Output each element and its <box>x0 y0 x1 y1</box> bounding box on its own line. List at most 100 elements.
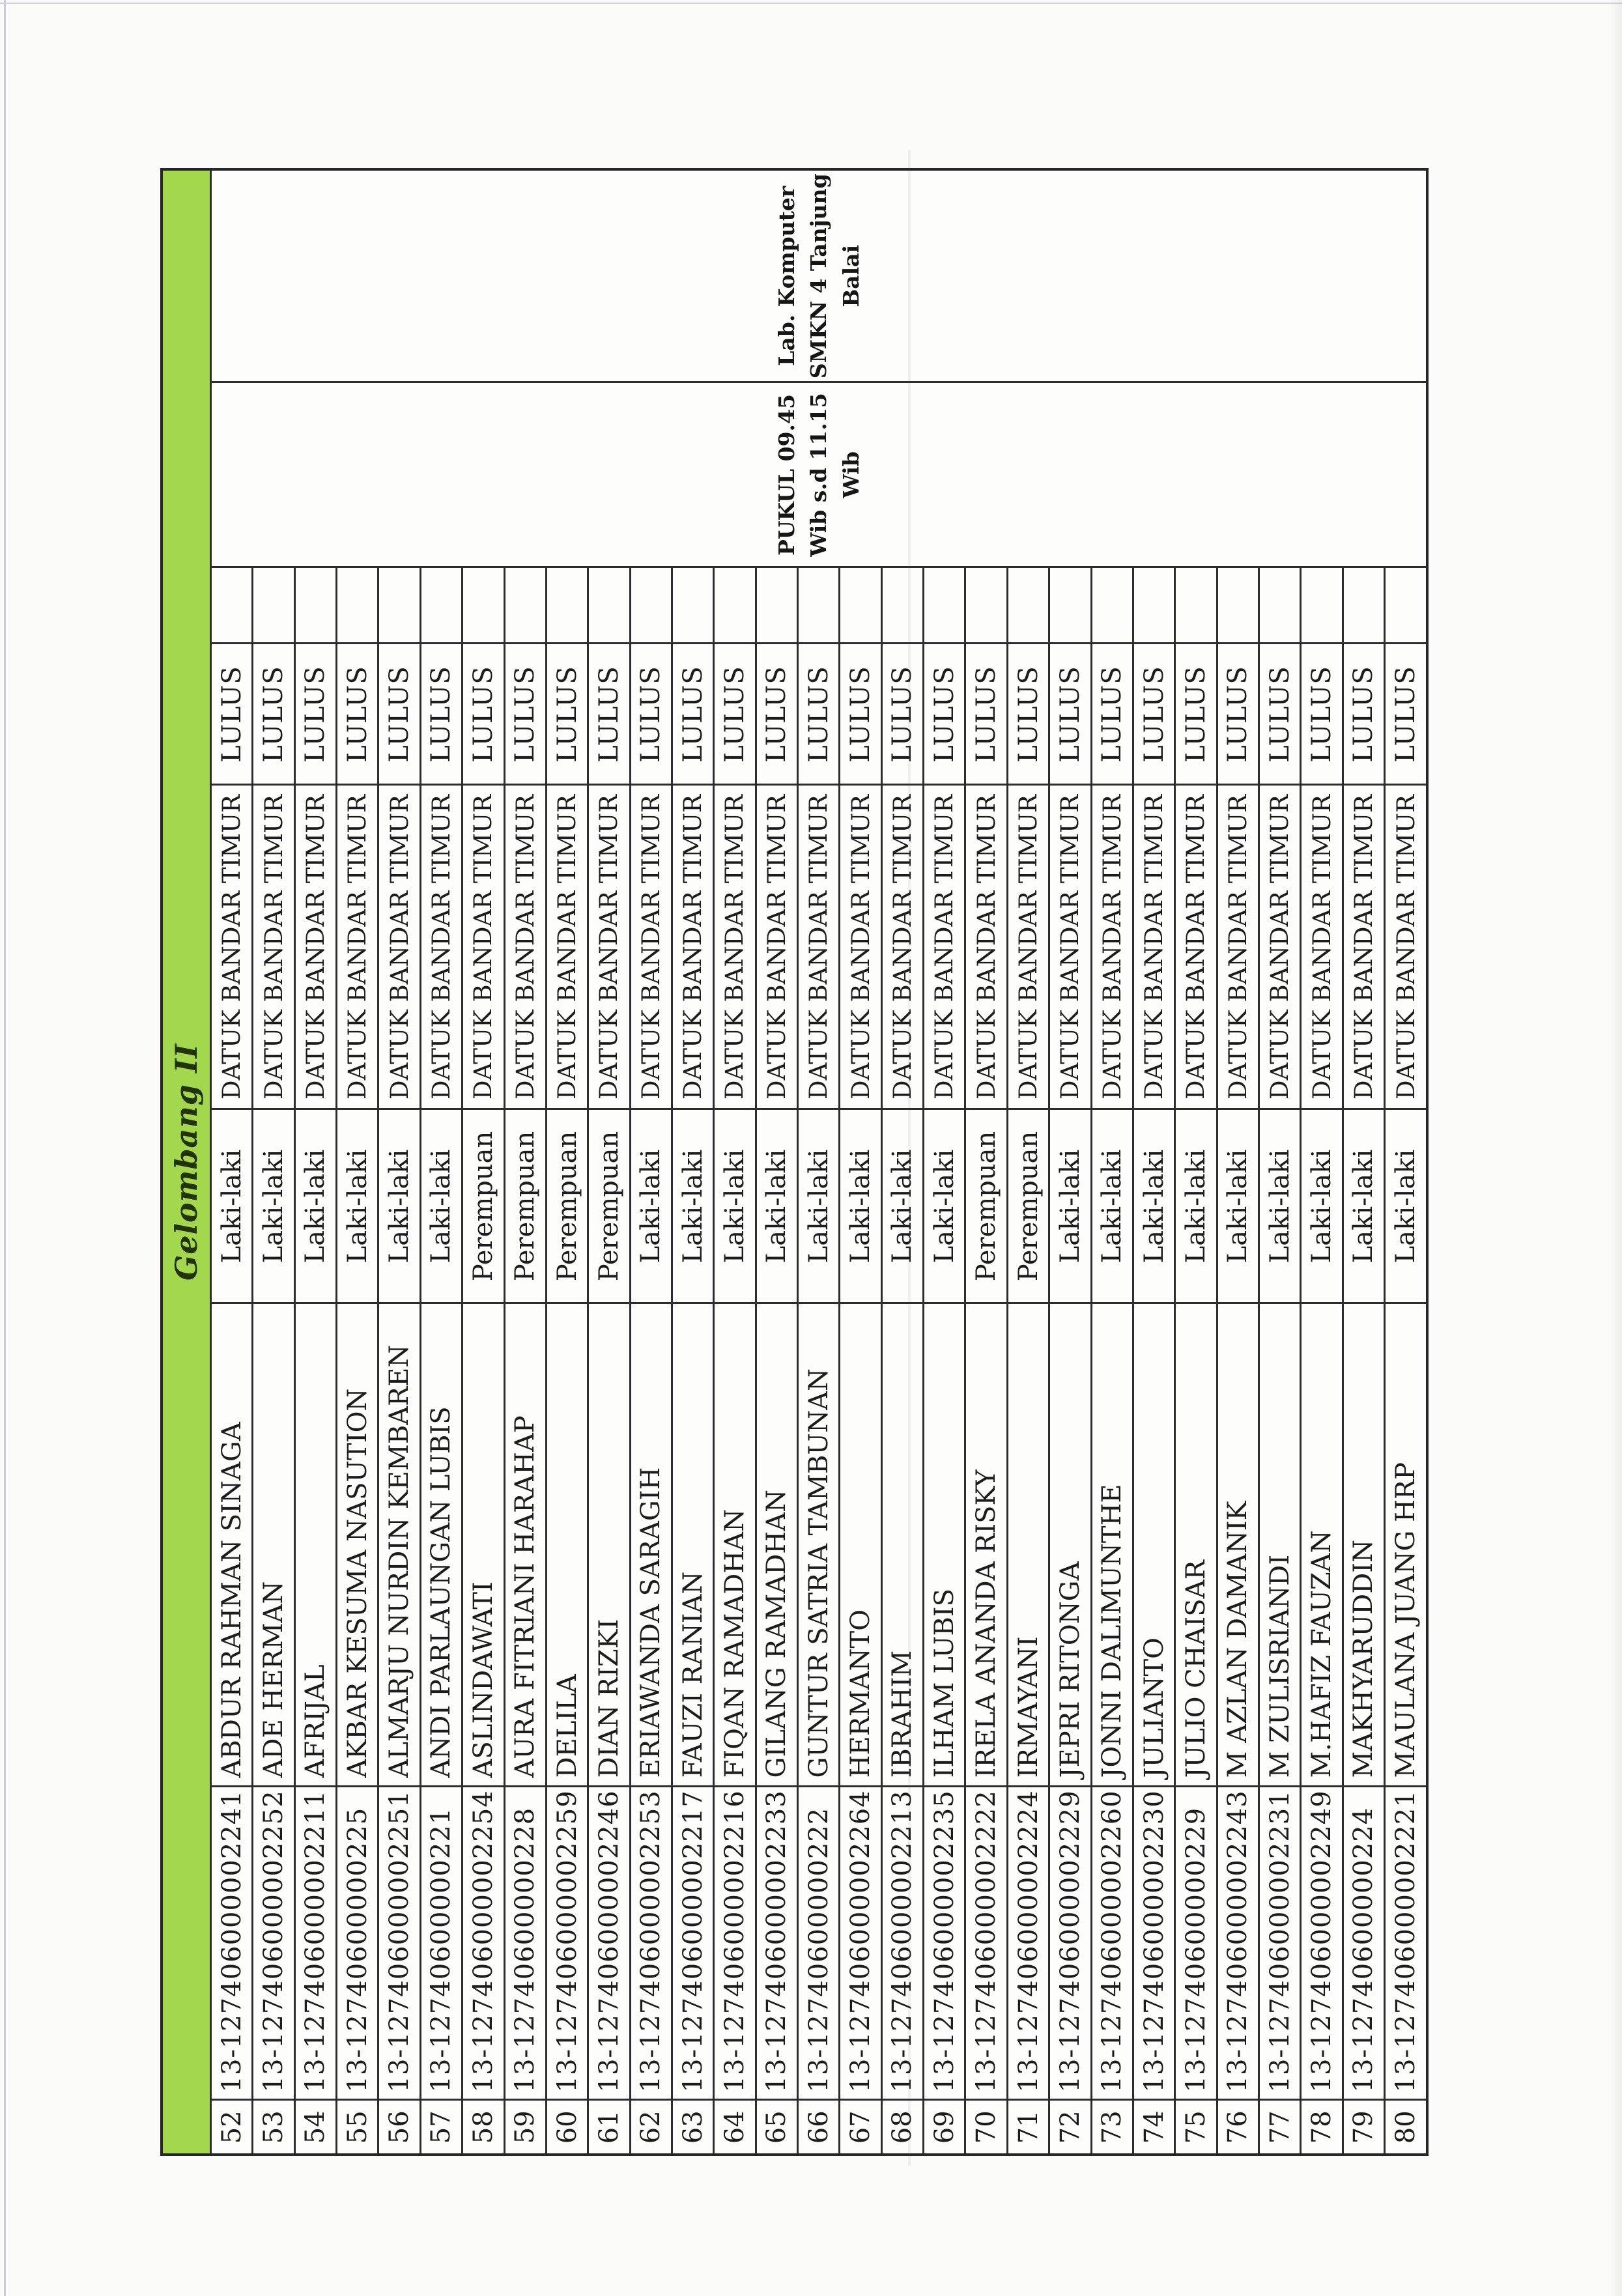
cell-blank <box>923 567 965 644</box>
cell-location: DATUK BANDAR TIMUR <box>1384 785 1427 1109</box>
cell-gender: Laki-laki <box>378 1109 421 1303</box>
cell-location: DATUK BANDAR TIMUR <box>210 785 253 1109</box>
cell-gender: Laki-laki <box>923 1109 965 1303</box>
cell-location: DATUK BANDAR TIMUR <box>923 785 965 1109</box>
cell-location: DATUK BANDAR TIMUR <box>462 785 505 1109</box>
cell-location: DATUK BANDAR TIMUR <box>756 785 798 1109</box>
cell-id: 13-127406000002221 <box>1384 1787 1427 2100</box>
cell-name: JEPRI RITONGA <box>1049 1303 1092 1787</box>
cell-number: 74 <box>1133 2100 1175 2155</box>
cell-name: DELILA <box>546 1303 588 1787</box>
cell-name: ILHAM LUBIS <box>923 1303 965 1787</box>
cell-location: DATUK BANDAR TIMUR <box>336 785 378 1109</box>
table-row: 52 13-127406000002241 ABDUR RAHMAN SINAG… <box>210 169 1427 2155</box>
cell-number: 58 <box>462 2100 505 2155</box>
cell-location: DATUK BANDAR TIMUR <box>420 785 462 1109</box>
cell-blank <box>252 567 295 644</box>
cell-blank <box>1174 567 1217 644</box>
cell-number: 67 <box>839 2100 882 2155</box>
cell-id: 13-127406000002235 <box>923 1787 965 2100</box>
cell-number: 70 <box>965 2100 1008 2155</box>
cell-id: 13-127406000002252 <box>252 1787 295 2100</box>
cell-gender: Perempuan <box>1007 1109 1049 1303</box>
cell-gender: Laki-laki <box>1259 1109 1301 1303</box>
cell-number: 78 <box>1300 2100 1343 2155</box>
cell-location: DATUK BANDAR TIMUR <box>1300 785 1343 1109</box>
cell-blank <box>1091 567 1133 644</box>
cell-name: M ZULISRIANDI <box>1259 1303 1301 1787</box>
cell-gender: Laki-laki <box>1217 1109 1259 1303</box>
cell-blank <box>546 567 588 644</box>
cell-number: 52 <box>210 2100 253 2155</box>
cell-gender: Laki-laki <box>294 1109 337 1303</box>
cell-status: LULUS <box>839 644 882 785</box>
cell-blank <box>336 567 378 644</box>
cell-number: 60 <box>546 2100 588 2155</box>
cell-status: LULUS <box>336 644 378 785</box>
cell-name: DIAN RIZKI <box>588 1303 631 1787</box>
cell-id: 13-127406000002249 <box>1300 1787 1343 2100</box>
cell-status: LULUS <box>1343 644 1385 785</box>
cell-status: LULUS <box>462 644 505 785</box>
cell-id: 13-127406000002216 <box>713 1787 756 2100</box>
cell-blank <box>504 567 547 644</box>
cell-number: 79 <box>1343 2100 1385 2155</box>
cell-id: 13-127406000002246 <box>588 1787 631 2100</box>
cell-location: DATUK BANDAR TIMUR <box>965 785 1008 1109</box>
cell-name: M.HAFIZ FAUZAN <box>1300 1303 1343 1787</box>
cell-location: DATUK BANDAR TIMUR <box>294 785 337 1109</box>
cell-blank <box>1217 567 1259 644</box>
cell-number: 55 <box>336 2100 378 2155</box>
cell-status: LULUS <box>713 644 756 785</box>
cell-status: LULUS <box>881 644 924 785</box>
cell-status: LULUS <box>378 644 421 785</box>
cell-name: MAULANA JUANG HRP <box>1384 1303 1427 1787</box>
cell-blank <box>1049 567 1092 644</box>
cell-id: 13-12740600000224 <box>1343 1787 1385 2100</box>
cell-gender: Laki-laki <box>881 1109 924 1303</box>
cell-id: 13-127406000002259 <box>546 1787 588 2100</box>
cell-id: 13-12740600000221 <box>420 1787 462 2100</box>
cell-id: 13-127406000002260 <box>1091 1787 1133 2100</box>
cell-number: 57 <box>420 2100 462 2155</box>
cell-gender: Laki-laki <box>672 1109 714 1303</box>
cell-id: 13-12740600000225 <box>336 1787 378 2100</box>
cell-id: 13-127406000002264 <box>839 1787 882 2100</box>
cell-location: DATUK BANDAR TIMUR <box>588 785 631 1109</box>
cell-blank <box>1343 567 1385 644</box>
cell-status: LULUS <box>294 644 337 785</box>
cell-id: 13-127406000002233 <box>756 1787 798 2100</box>
cell-name: JULIANTO <box>1133 1303 1175 1787</box>
cell-blank <box>672 567 714 644</box>
cell-status: LULUS <box>672 644 714 785</box>
cell-status: LULUS <box>1174 644 1217 785</box>
cell-name: FAUZI RANIAN <box>672 1303 714 1787</box>
scan-top-line <box>0 3 1622 4</box>
cell-blank <box>1133 567 1175 644</box>
cell-name: AURA FITRIANI HARAHAP <box>504 1303 547 1787</box>
cell-location: DATUK BANDAR TIMUR <box>378 785 421 1109</box>
cell-location: DATUK BANDAR TIMUR <box>1174 785 1217 1109</box>
cell-id: 13-127406000002217 <box>672 1787 714 2100</box>
cell-number: 65 <box>756 2100 798 2155</box>
cell-status: LULUS <box>1384 644 1427 785</box>
cell-status: LULUS <box>420 644 462 785</box>
cell-blank <box>588 567 631 644</box>
cell-name: ABDUR RAHMAN SINAGA <box>210 1303 253 1787</box>
cell-gender: Laki-laki <box>210 1109 253 1303</box>
cell-location: DATUK BANDAR TIMUR <box>1133 785 1175 1109</box>
cell-id: 13-127406000002254 <box>462 1787 505 2100</box>
cell-name: GUNTUR SATRIA TAMBUNAN <box>797 1303 840 1787</box>
cell-gender: Laki-laki <box>1174 1109 1217 1303</box>
cell-status: LULUS <box>504 644 547 785</box>
cell-gender: Laki-laki <box>420 1109 462 1303</box>
cell-name: IBRAHIM <box>881 1303 924 1787</box>
cell-location: DATUK BANDAR TIMUR <box>1343 785 1385 1109</box>
exam-venue-cell: Lab. Komputer SMKN 4 Tanjung Balai <box>210 169 1427 382</box>
cell-gender: Perempuan <box>462 1109 505 1303</box>
cell-number: 54 <box>294 2100 337 2155</box>
cell-number: 63 <box>672 2100 714 2155</box>
cell-status: LULUS <box>1133 644 1175 785</box>
cell-gender: Laki-laki <box>1049 1109 1092 1303</box>
cell-location: DATUK BANDAR TIMUR <box>1091 785 1133 1109</box>
